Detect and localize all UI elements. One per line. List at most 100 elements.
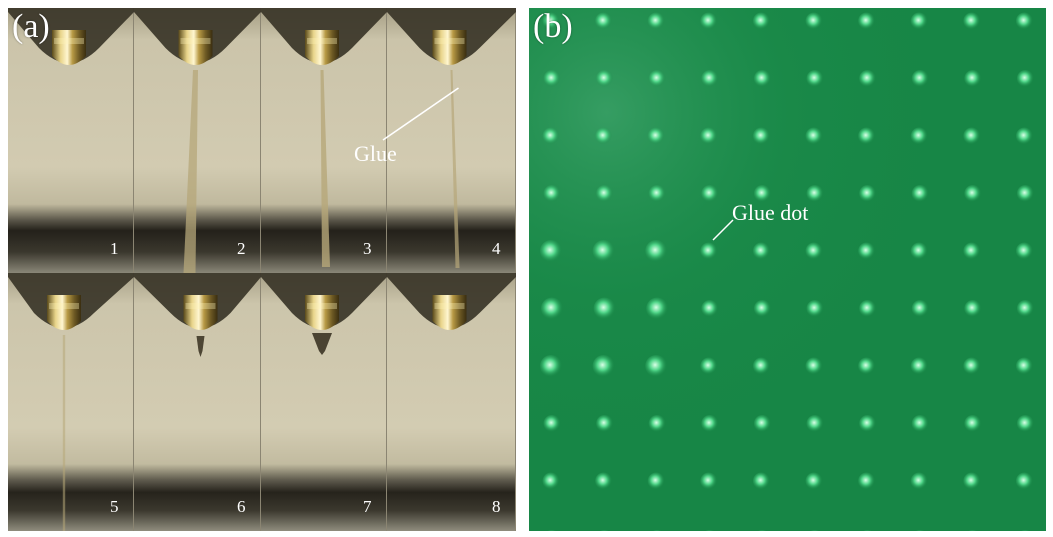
glue-dot <box>647 12 665 30</box>
frame-number-label: 7 <box>363 497 372 516</box>
glue-dot <box>646 297 669 320</box>
glue-dot <box>543 70 561 87</box>
frame-number-label: 6 <box>237 497 246 516</box>
glue-dot <box>596 415 614 432</box>
glue-dot <box>543 415 561 432</box>
glue-dot <box>542 127 560 145</box>
glue-dot <box>593 297 616 320</box>
panel-a-dispensing-sequence: 1 2 3 4 5 6 7 8 (a) Glue <box>8 8 516 531</box>
glue-dot <box>1016 185 1034 202</box>
glue-dot <box>858 357 876 375</box>
glue-dot <box>910 127 928 145</box>
glue-dot <box>595 127 613 145</box>
glue-dot <box>863 530 872 531</box>
glue-dot <box>645 355 668 377</box>
glue-dot <box>806 70 824 87</box>
glue-dot <box>753 70 771 87</box>
frame-1 <box>8 8 134 273</box>
glue-dot <box>595 12 613 30</box>
glue-dot <box>542 472 560 490</box>
glue-dot <box>1015 12 1033 30</box>
frame-number-label: 2 <box>237 239 246 258</box>
frame-number-label: 3 <box>363 239 372 258</box>
glue-dot <box>758 530 767 531</box>
frame-7 <box>261 273 387 531</box>
glue-dot <box>805 242 823 260</box>
glue-dot-grid <box>529 8 1046 531</box>
glue-dot <box>700 12 718 30</box>
frame-number-label: 4 <box>492 239 501 258</box>
glue-dot <box>859 70 877 87</box>
glue-dot <box>752 472 770 490</box>
glue-dot <box>859 185 877 202</box>
glue-dot <box>805 472 823 490</box>
glue-dot-annotation-leader <box>712 219 734 241</box>
glue-dot <box>596 185 614 202</box>
glue-dot <box>859 415 877 432</box>
glue-dot <box>964 415 982 432</box>
glue-dot <box>859 300 877 317</box>
panel-a-letter: (a) <box>12 8 50 45</box>
frame-6 <box>134 273 261 531</box>
glue-dot <box>1016 415 1034 432</box>
glue-dot <box>805 357 823 375</box>
glue-dot <box>963 242 981 260</box>
glue-dot <box>805 12 823 30</box>
glue-dot <box>964 185 982 202</box>
glue-dot <box>540 355 562 377</box>
glue-dot <box>600 530 609 531</box>
glue-dot <box>916 530 925 531</box>
glue-dot <box>700 357 718 375</box>
glue-dot <box>806 415 824 432</box>
glue-dot <box>648 70 666 87</box>
panel-b-glue-dot-array: (b) Glue dot <box>529 8 1046 531</box>
glue-dot <box>541 297 563 320</box>
glue-dot <box>648 185 666 202</box>
glue-dot <box>543 185 561 202</box>
glue-dot <box>964 300 982 317</box>
glue-dot <box>595 472 613 490</box>
glue-dot <box>1015 242 1033 260</box>
glue-dot <box>705 530 714 531</box>
glue-dot <box>592 355 615 377</box>
glue-dot <box>753 185 771 202</box>
glue-dot-annotation-label: Glue dot <box>732 200 809 225</box>
glue-dot <box>1015 357 1033 375</box>
glue-dot <box>858 127 876 145</box>
glue-dot <box>811 530 819 531</box>
glue-dot <box>964 70 982 87</box>
glue-dot <box>752 357 770 375</box>
glue-annotation-label: Glue <box>354 141 397 166</box>
glue-dot <box>963 472 981 490</box>
glue-dot <box>542 12 560 30</box>
glue-dot <box>968 530 977 531</box>
glue-dot <box>752 12 770 30</box>
glue-dot <box>910 242 928 260</box>
glue-dot <box>963 12 981 30</box>
glue-dot <box>911 415 929 432</box>
frames-graphic <box>8 8 516 531</box>
glue-dot <box>645 240 668 262</box>
frame-3 <box>261 8 387 273</box>
glue-dot <box>910 357 928 375</box>
glue-dot <box>701 185 719 202</box>
glue-dot <box>752 127 770 145</box>
glue-dot <box>911 185 929 202</box>
glue-dot <box>806 185 824 202</box>
glue-dot <box>911 70 929 87</box>
glue-dot <box>753 300 771 317</box>
glue-dot <box>701 300 719 317</box>
glue-dot <box>647 127 665 145</box>
glue-dot <box>858 12 876 30</box>
glue-dot <box>858 472 876 490</box>
glue-dot <box>548 530 556 531</box>
frame-number-label: 8 <box>492 497 501 516</box>
glue-dot <box>858 242 876 260</box>
glue-dot <box>910 472 928 490</box>
glue-dot <box>910 12 928 30</box>
glue-dot <box>540 240 562 262</box>
frame-8 <box>387 273 516 531</box>
frame-2 <box>134 8 261 273</box>
glue-dot <box>653 530 662 531</box>
glue-dot <box>648 415 666 432</box>
